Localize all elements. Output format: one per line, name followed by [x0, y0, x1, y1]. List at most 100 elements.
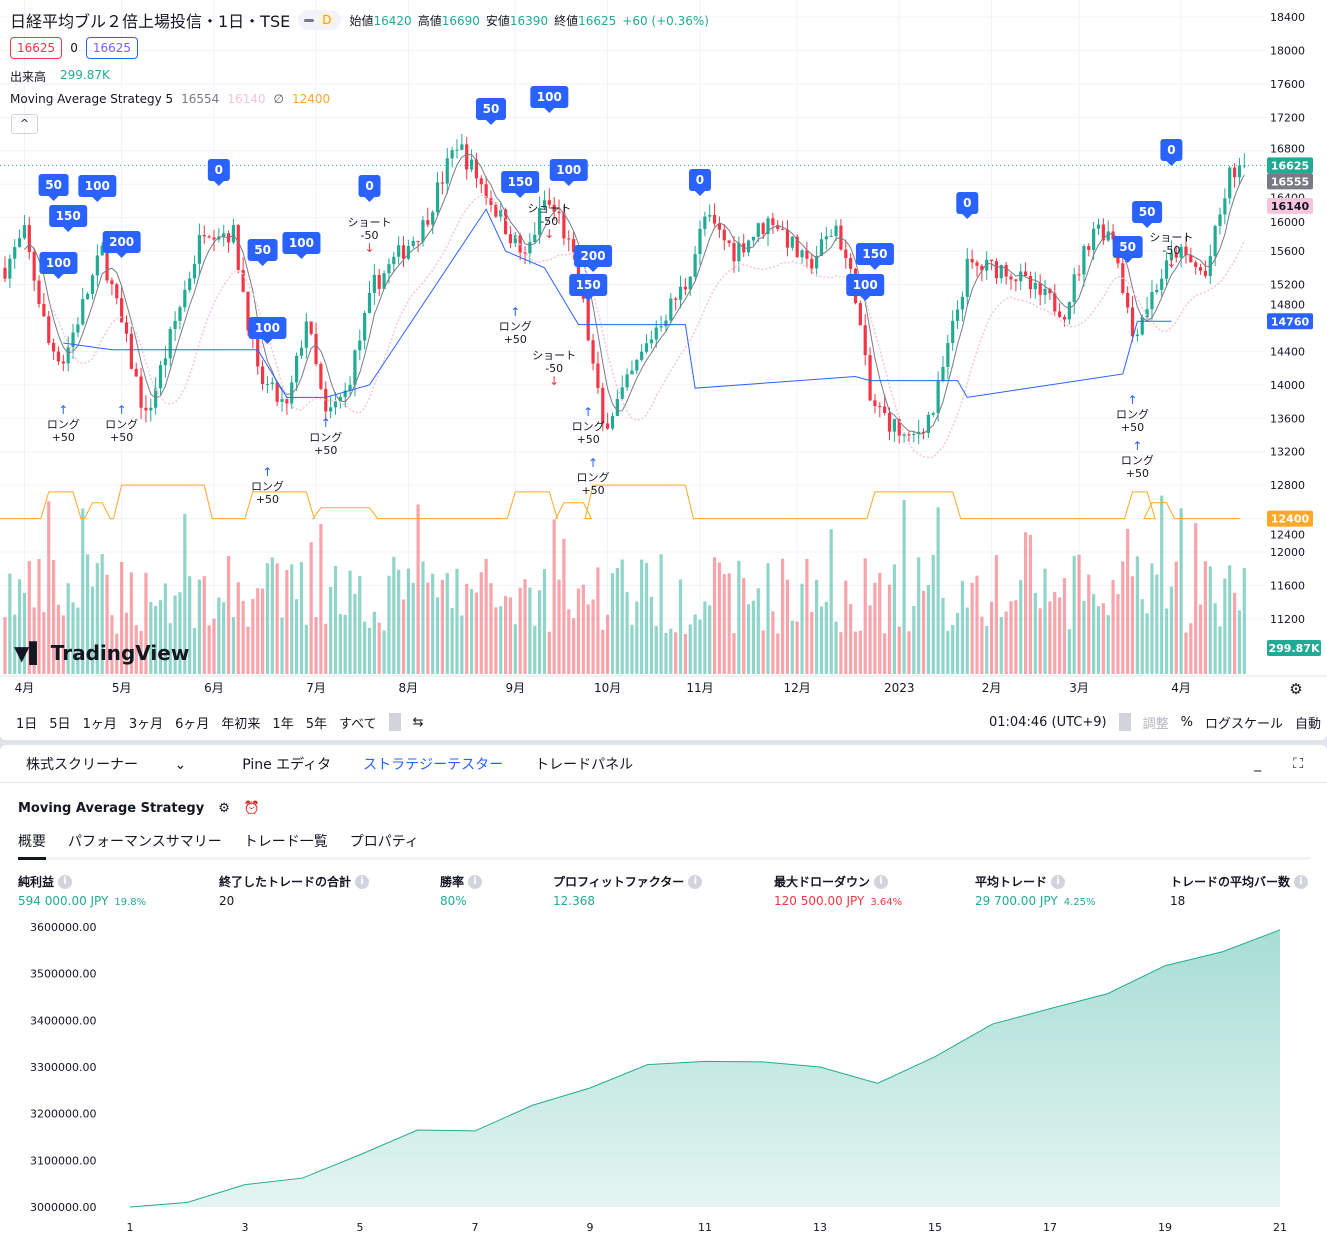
- symbol-title[interactable]: 日経平均ブル２倍上場投信・1日・TSE: [10, 12, 291, 31]
- volume-bar: [994, 555, 999, 674]
- range-5d[interactable]: 5日: [49, 716, 71, 732]
- indicator-legend[interactable]: Moving Average Strategy 5 16554 16140 ∅ 1240…: [10, 92, 331, 106]
- candle: [149, 407, 153, 411]
- equity-chart[interactable]: 3600000.00 3500000.00 3400000.00 3300000.00…: [0, 915, 1327, 1251]
- long-entry-label[interactable]: ロング+50 ↑: [1121, 439, 1154, 480]
- range-all[interactable]: すべて: [338, 716, 377, 732]
- minimize-icon[interactable]: _: [1254, 755, 1262, 772]
- range-1m[interactable]: 1ヶ月: [82, 716, 117, 732]
- candle: [1077, 274, 1081, 276]
- trade-size-marker[interactable]: 50: [1112, 235, 1143, 263]
- buy-button[interactable]: 16625: [85, 37, 139, 59]
- candle: [863, 325, 867, 356]
- range-3m[interactable]: 3ヶ月: [128, 716, 164, 732]
- trade-size-marker[interactable]: 50: [476, 97, 506, 125]
- auto-toggle[interactable]: 自動: [1294, 716, 1321, 732]
- settings-gear-icon[interactable]: ⚙: [218, 801, 230, 816]
- info-icon[interactable]: i: [58, 874, 73, 889]
- range-6m[interactable]: 6ヶ月: [175, 716, 210, 732]
- trade-size-marker[interactable]: 0: [688, 169, 711, 197]
- trade-size-marker[interactable]: 200: [102, 230, 141, 258]
- volume-bar: [173, 595, 177, 674]
- info-icon[interactable]: i: [355, 874, 370, 889]
- long-entry-label[interactable]: ロング+50 ↑: [577, 456, 610, 497]
- range-ytd[interactable]: 年初来: [221, 716, 261, 732]
- trade-size-marker[interactable]: 0: [207, 158, 230, 186]
- volume-bar: [299, 562, 304, 674]
- range-5y[interactable]: 5年: [305, 716, 327, 732]
- collapse-legend-button[interactable]: ^: [11, 114, 38, 134]
- info-icon[interactable]: i: [874, 874, 889, 889]
- volume-legend[interactable]: 出来高 299.87K: [10, 68, 110, 84]
- volume-bar: [192, 627, 197, 674]
- trade-size-marker[interactable]: 50: [1132, 200, 1163, 228]
- short-entry-label[interactable]: ショート-50↓: [532, 349, 576, 388]
- trade-size-marker[interactable]: 150: [569, 274, 608, 302]
- trade-size-marker[interactable]: 100: [282, 231, 321, 259]
- price-chart[interactable]: 4月 5月 6月 7月 8月 9月 10月 11月 12月 2023 2月 3月 4月 ⚙ 18400 180…: [0, 0, 1327, 705]
- subtab-performance[interactable]: パフォーマンスサマリー: [68, 834, 222, 850]
- settings-gear-icon[interactable]: ⚙: [1289, 680, 1302, 698]
- trade-size-marker[interactable]: 150: [501, 171, 540, 199]
- info-icon[interactable]: i: [688, 874, 703, 889]
- tab-strategy-tester[interactable]: ストラテジーテスター: [363, 756, 504, 773]
- svg-text:14400: 14400: [1270, 345, 1305, 358]
- volume-bar: [917, 557, 921, 674]
- trade-size-marker[interactable]: 150: [49, 204, 88, 232]
- log-toggle[interactable]: ログスケール: [1204, 716, 1283, 732]
- trade-size-marker[interactable]: 100: [248, 316, 287, 344]
- candle: [1140, 317, 1144, 335]
- trade-size-marker[interactable]: 150: [855, 242, 894, 270]
- alert-clock-icon[interactable]: ⏰: [243, 801, 261, 816]
- tab-screener[interactable]: 株式スクリーナー ⌄: [10, 754, 218, 774]
- percent-toggle[interactable]: %: [1180, 714, 1193, 730]
- trade-size-marker[interactable]: 200: [574, 244, 613, 272]
- info-icon[interactable]: i: [1294, 874, 1309, 889]
- range-1d[interactable]: 1日: [16, 716, 38, 732]
- short-entry-label[interactable]: ショート-50↓: [1149, 231, 1193, 270]
- market-status[interactable]: D: [298, 10, 342, 30]
- info-icon[interactable]: i: [468, 874, 483, 889]
- trade-size-marker[interactable]: 0: [358, 175, 381, 203]
- long-entry-label[interactable]: ロング+50 ↑: [47, 403, 80, 444]
- trade-size-marker[interactable]: 100: [39, 251, 78, 279]
- price-badge: 16140: [1267, 197, 1313, 214]
- long-entry-label[interactable]: ロング+50 ↑: [572, 405, 605, 446]
- long-entry-label[interactable]: ロング+50 ↑: [105, 403, 138, 444]
- trade-size-marker[interactable]: 0: [1160, 139, 1183, 167]
- stat-percent: 19.8%: [114, 897, 147, 908]
- trade-size-marker[interactable]: 100: [530, 86, 569, 114]
- candle: [678, 286, 683, 300]
- trade-size-marker[interactable]: 100: [78, 174, 117, 202]
- subtab-trades[interactable]: トレード一覧: [243, 834, 328, 850]
- clock[interactable]: 01:04:46 (UTC+9): [988, 714, 1107, 730]
- trade-size-marker[interactable]: 50: [247, 238, 278, 266]
- long-entry-label[interactable]: ロング+50 ↑: [1116, 393, 1149, 434]
- tab-pine-editor[interactable]: Pine エディタ: [242, 756, 332, 773]
- volume-bar: [353, 593, 357, 674]
- volume-bar: [1232, 592, 1237, 674]
- range-1y[interactable]: 1年: [272, 716, 294, 732]
- trade-size-marker[interactable]: 50: [38, 174, 69, 202]
- volume-bar: [975, 575, 979, 674]
- short-entry-label[interactable]: ショート-50↓: [527, 202, 571, 241]
- tab-trade-panel[interactable]: トレードパネル: [535, 756, 634, 773]
- long-entry-label[interactable]: ロング+50 ↑: [309, 416, 342, 457]
- volume-bar: [980, 616, 984, 674]
- long-entry-label[interactable]: ロング+50 ↑: [499, 305, 532, 346]
- goto-date-icon[interactable]: ⇆: [412, 714, 424, 730]
- sell-button[interactable]: 16625: [10, 37, 63, 59]
- tradingview-logo[interactable]: ▼▌ TradingView: [14, 641, 190, 665]
- maximize-icon[interactable]: ⛶: [1293, 755, 1303, 772]
- long-entry-label[interactable]: ロング+50 ↑: [251, 465, 284, 506]
- subtab-properties[interactable]: プロパティ: [349, 834, 419, 850]
- subtab-overview[interactable]: 概要: [18, 831, 46, 860]
- adjust-toggle[interactable]: 調整: [1142, 716, 1169, 732]
- short-entry-label[interactable]: ショート-50↓: [348, 216, 392, 255]
- chart-area[interactable]: 4月 5月 6月 7月 8月 9月 10月 11月 12月 2023 2月 3月 4月 ⚙ 18400 180…: [0, 0, 1327, 740]
- trade-size-marker[interactable]: 0: [956, 192, 979, 220]
- price-axis[interactable]: [1265, 0, 1327, 675]
- trade-size-marker[interactable]: 100: [846, 274, 885, 302]
- info-icon[interactable]: i: [1051, 874, 1066, 889]
- trade-size-marker[interactable]: 100: [549, 158, 588, 186]
